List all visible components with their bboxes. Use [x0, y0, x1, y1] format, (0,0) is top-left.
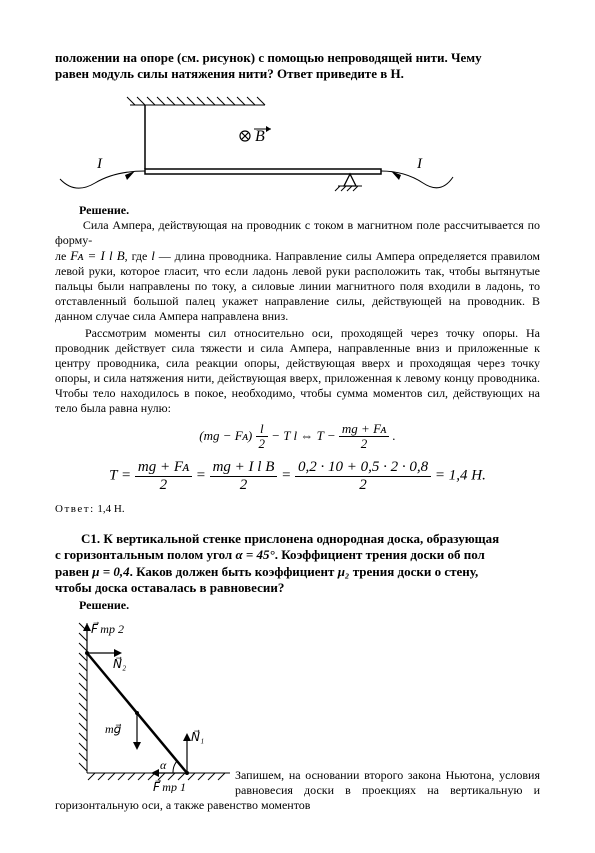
- solution1-heading: Решение.: [55, 203, 540, 218]
- figure2-block: F⃗ тр 2 N⃗₂ mg⃗ N⃗₁ F⃗ тр 1 α: [55, 613, 540, 813]
- answer1: Ответ: 1,4 Н.: [55, 503, 540, 517]
- solution2-heading: Решение.: [55, 598, 540, 613]
- problem2-text: C1. К вертикальной стенке прислонена одн…: [55, 531, 540, 596]
- equation-tension: T = mg + Fᴀ2 = mg + I l B2 = 0,2 · 10 + …: [55, 459, 540, 493]
- equation-moments: (mg − Fᴀ) l2 − T l ⇔ T − mg + Fᴀ2 .: [55, 422, 540, 452]
- wire-right: [381, 171, 453, 188]
- solution1-para1: Сила Ампера, действующая на проводник с …: [55, 218, 540, 324]
- svg-text:F⃗ тр 1: F⃗ тр 1: [153, 779, 186, 793]
- svg-text:mg⃗: mg⃗: [105, 722, 122, 736]
- b-vector-arrow-icon: [266, 126, 271, 132]
- problem1-intro-line1: положении на опоре (см. рисунок) с помощ…: [55, 50, 540, 66]
- formula-ampere: Fᴀ = I l B: [70, 248, 124, 263]
- rod: [145, 169, 381, 174]
- b-label: B: [255, 128, 265, 145]
- svg-text:F⃗ тр 2: F⃗ тр 2: [91, 621, 124, 636]
- svg-text:N⃗₂: N⃗₂: [113, 656, 126, 671]
- svg-text:α: α: [160, 758, 167, 772]
- i-left: I: [96, 156, 103, 172]
- svg-text:N⃗₁: N⃗₁: [191, 729, 204, 744]
- solution1-para2: Рассмотрим моменты сил относительно оси,…: [55, 326, 540, 416]
- problem1-intro-line2: равен модуль силы натяжения нити? Ответ …: [55, 66, 540, 82]
- i-right: I: [416, 156, 423, 172]
- b-into-page-icon: [240, 131, 250, 141]
- figure-ampere: B I I: [55, 91, 540, 201]
- figure-leaning-board: F⃗ тр 2 N⃗₂ mg⃗ N⃗₁ F⃗ тр 1 α: [55, 613, 235, 793]
- pivot-icon: [344, 174, 356, 186]
